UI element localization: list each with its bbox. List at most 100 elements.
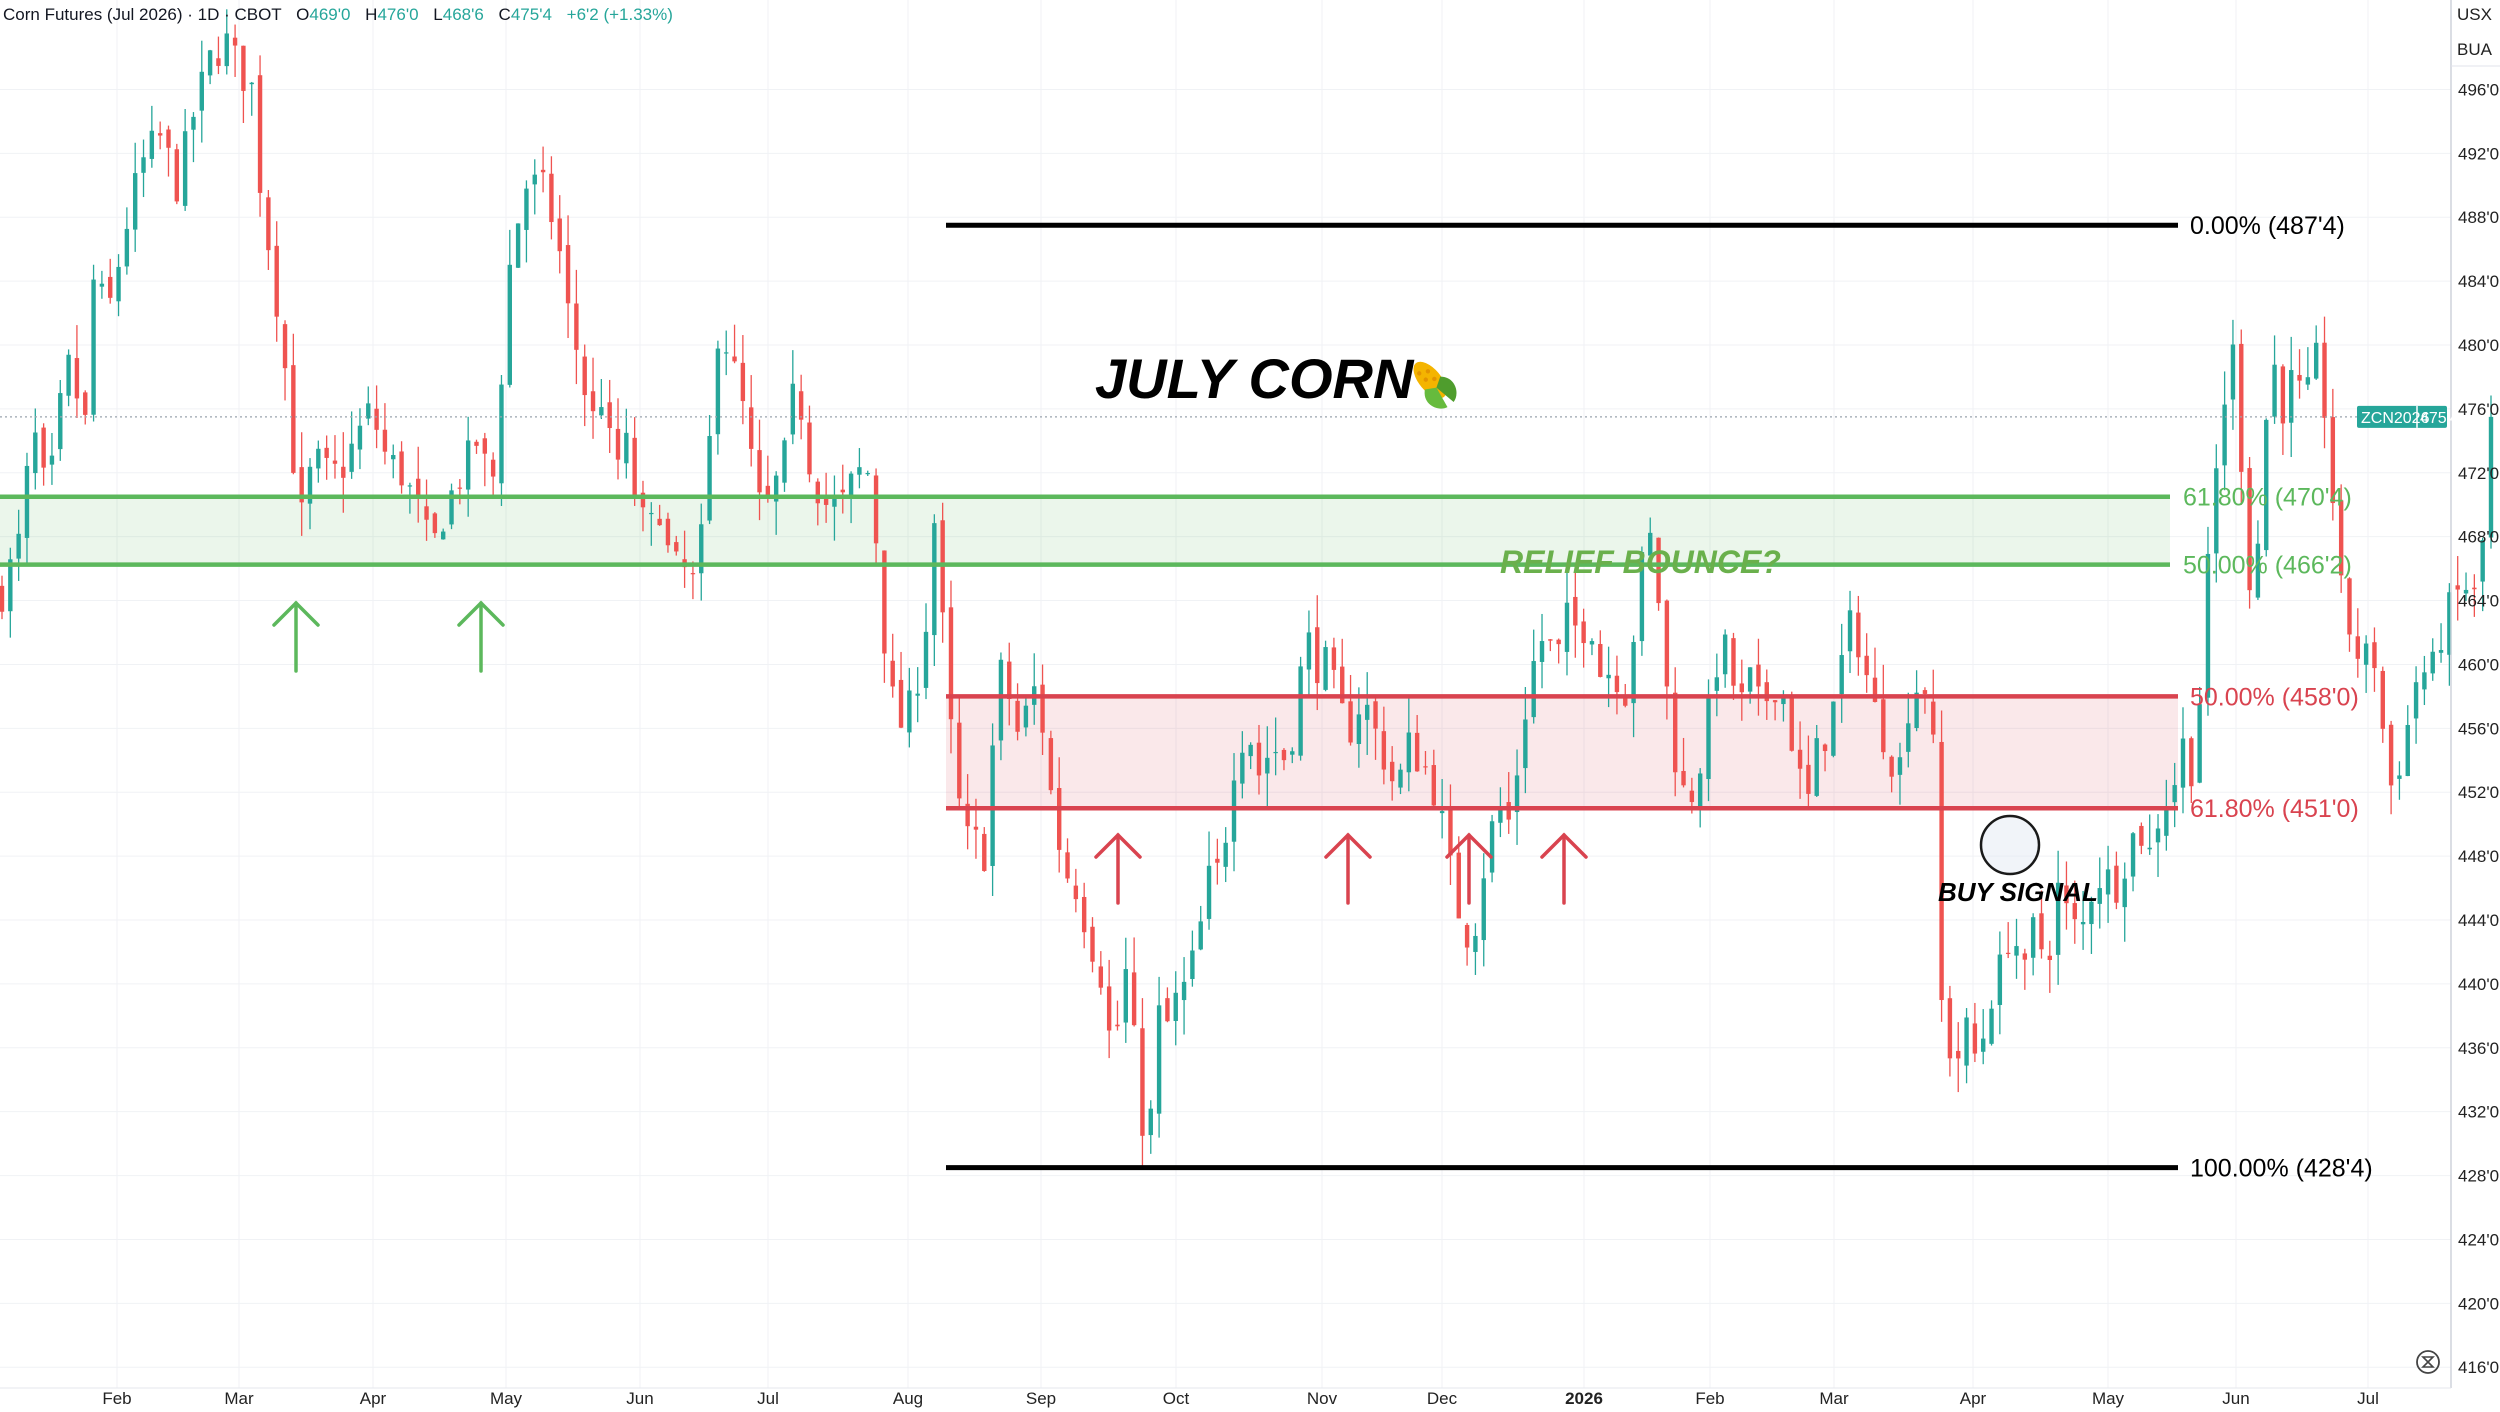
candle-body	[1040, 684, 1045, 733]
candle-body	[2480, 540, 2485, 582]
candle-body	[2005, 952, 2011, 955]
candle-body	[1389, 761, 1395, 782]
last-price-tag[interactable]: ZCN2026	[2357, 405, 2447, 428]
candle-body	[890, 660, 895, 687]
candle-body	[1772, 700, 1778, 703]
candle-body	[2064, 885, 2069, 904]
candle-body	[124, 228, 130, 267]
unit-label[interactable]: BUA	[2457, 40, 2493, 59]
candle-body	[1506, 802, 1511, 820]
candle-body	[416, 478, 421, 499]
time-tick-label: Sep	[1026, 1389, 1056, 1408]
timezone-icon[interactable]	[2416, 1350, 2440, 1374]
candle-body	[1989, 1008, 1994, 1044]
candle-body	[1398, 769, 1403, 788]
candle-body	[1090, 926, 1095, 962]
price-tick-label: 492'0	[2458, 144, 2499, 163]
candle-body	[1806, 764, 1811, 794]
up-arrow-icon	[1094, 832, 1142, 905]
candle-body	[690, 573, 696, 575]
candle-body	[357, 425, 363, 450]
candle-body	[24, 465, 30, 538]
candle-body	[1822, 744, 1828, 752]
fib-levels[interactable]: 0.00% (487'4) 61.80% (470'4) 50.00% (466'2…	[0, 212, 2373, 1183]
candle-body	[157, 133, 163, 136]
candle-body	[740, 362, 746, 402]
candle-body	[116, 266, 121, 302]
candle-body	[765, 485, 771, 497]
candle-body	[1747, 667, 1753, 692]
candle-body	[99, 283, 105, 287]
candle-body	[2164, 808, 2169, 836]
candle-body	[1897, 757, 1903, 775]
candle-body	[815, 481, 820, 504]
candle-body	[324, 447, 329, 458]
currency-label[interactable]: USX	[2457, 5, 2492, 24]
time-tick-label: May	[490, 1389, 523, 1408]
candle-body	[865, 472, 870, 475]
time-tick-label: Jun	[2222, 1389, 2249, 1408]
candle-body	[1248, 744, 1253, 757]
candle-body	[1048, 738, 1054, 791]
candle-body	[1614, 675, 1620, 693]
candle-body	[1781, 695, 1786, 705]
candle-body	[2089, 901, 2094, 925]
candle-body	[2139, 825, 2144, 846]
candle-body	[1206, 865, 1212, 919]
candle-body	[1539, 641, 1545, 662]
time-tick-label: Mar	[1819, 1389, 1849, 1408]
candle-body	[715, 348, 721, 435]
price-tick-label: 420'0	[2458, 1294, 2499, 1313]
time-tick-label: Apr	[1960, 1389, 1987, 1408]
candle-body	[1240, 752, 1245, 784]
candle-body	[1814, 738, 1819, 796]
candle-body	[1473, 935, 1478, 952]
candle-body	[2022, 953, 2028, 960]
candle-body	[2463, 589, 2469, 594]
time-tick-label: Jun	[626, 1389, 653, 1408]
candle-body	[2222, 404, 2227, 466]
candle-body	[757, 450, 762, 493]
candle-body	[1606, 674, 1611, 679]
candle-body	[2313, 342, 2319, 379]
candle-body	[848, 473, 854, 498]
candle-body	[332, 460, 338, 464]
buy-signal-note: BUY SIGNAL	[1938, 877, 2098, 907]
candle-body	[1623, 698, 1628, 706]
candle-body	[1123, 969, 1128, 1023]
candle-body	[1115, 1024, 1120, 1027]
candle-body	[440, 531, 446, 540]
time-axis[interactable]: Feb Mar Apr May Jun Jul Aug Sep Oct Nov Dec 2026 Feb…	[102, 1389, 2379, 1408]
candle-body	[224, 33, 229, 67]
candle-body	[1872, 677, 1878, 702]
candle-body	[857, 467, 862, 475]
candle-body	[1797, 749, 1803, 769]
candle-body	[299, 467, 304, 503]
candle-body	[624, 432, 629, 464]
candle-body	[1073, 885, 1079, 900]
candle-body	[2438, 650, 2444, 653]
candle-body	[1581, 621, 1586, 644]
candle-body	[2347, 578, 2352, 635]
candle-body	[724, 352, 729, 354]
chart-title-annotation: JULY CORN	[1095, 347, 1415, 410]
candle-body	[732, 356, 737, 362]
up-arrow-icon	[1324, 832, 1372, 905]
candle-body	[232, 37, 238, 46]
candle-body	[291, 365, 296, 473]
close-value: 475'4	[511, 5, 552, 24]
candle-body	[1057, 788, 1062, 850]
candle-body	[207, 50, 213, 76]
candle-body	[1256, 742, 1262, 776]
candle-body	[1548, 639, 1553, 641]
up-arrow-icon	[1445, 832, 1493, 905]
candle-body	[2272, 364, 2277, 417]
candle-body	[1556, 639, 1561, 645]
candle-body	[649, 512, 654, 515]
price-tick-label: 468'0	[2458, 528, 2499, 547]
candle-body	[1106, 986, 1112, 1031]
symbol-header: Corn Futures (Jul 2026) · 1D · CBOT O469…	[3, 5, 673, 24]
price-tick-label: 464'0	[2458, 592, 2499, 611]
price-axis[interactable]: 496'0 492'0 488'0 484'0 480'0 476'0 472'0 468'0…	[2458, 80, 2499, 1377]
